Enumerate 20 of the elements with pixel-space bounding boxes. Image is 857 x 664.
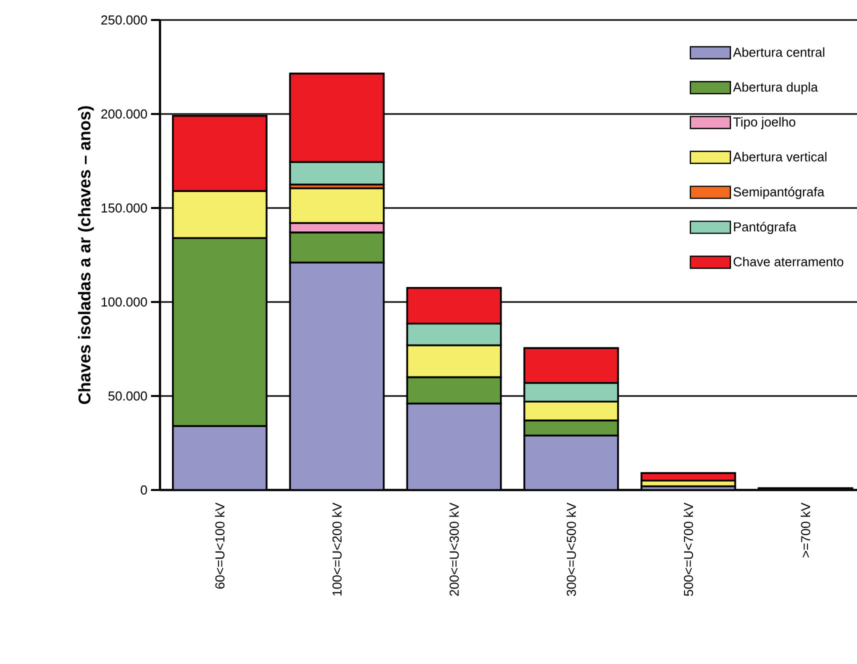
legend-label: Tipo joelho — [733, 117, 796, 130]
y-tick-label: 250.000 — [101, 15, 147, 25]
legend-label: Pantógrafa — [734, 222, 796, 234]
x-tick-label: 200<=U<300 kV — [449, 502, 459, 596]
y-tick-label: 50.000 — [108, 391, 147, 401]
legend-label: Abertura dupla — [733, 82, 818, 94]
x-tick-label: 100<=U<200 kV — [332, 502, 342, 596]
legend-label: Abertura central — [733, 47, 824, 57]
x-tick-label: 500<=U<700 kV — [684, 502, 694, 596]
y-tick-label: 100.000 — [102, 297, 147, 307]
y-tick-label: 150.000 — [102, 203, 147, 213]
legend-label: Chave aterramento — [734, 256, 844, 266]
x-tick-label: 300<=U<500 kV — [566, 502, 576, 596]
x-tick-label: >=700 kV — [800, 502, 810, 558]
y-axis-title: Chaves isoladas a ar (chaves – anos) — [78, 106, 94, 404]
legend-label: Semipantógrafa — [734, 186, 824, 200]
y-tick-label: 0 — [140, 485, 147, 495]
legend-label: Abertura vertical — [733, 152, 826, 162]
y-tick-label: 200.000 — [101, 109, 147, 119]
x-tick-label: 60<=U<100 kV — [214, 502, 224, 589]
